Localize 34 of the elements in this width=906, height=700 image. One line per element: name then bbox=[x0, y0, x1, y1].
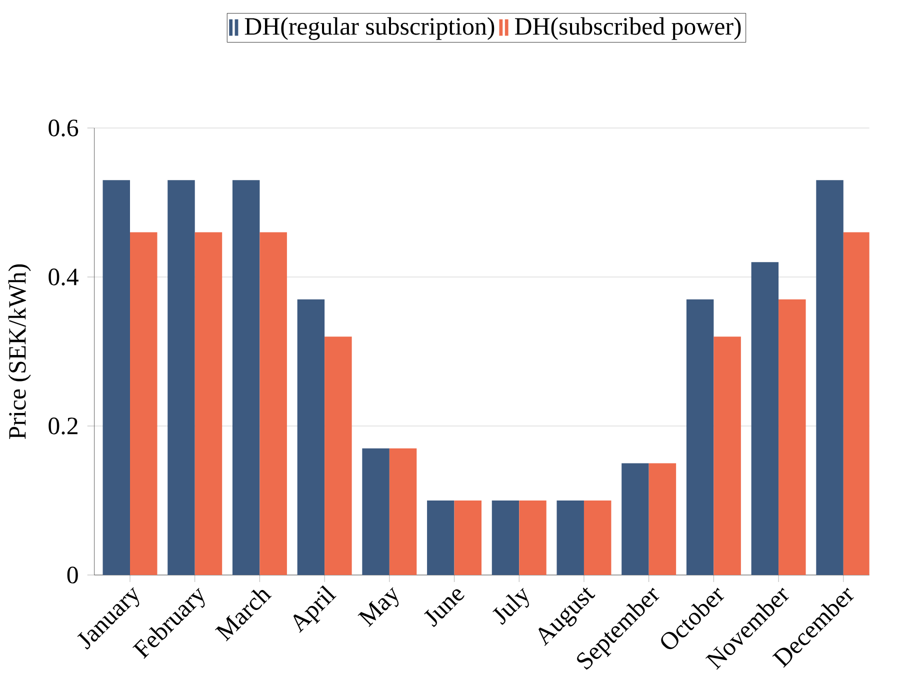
y-tick-label: 0.2 bbox=[48, 418, 78, 434]
bar bbox=[168, 180, 195, 575]
bar bbox=[454, 500, 482, 575]
bar bbox=[519, 500, 546, 575]
bar bbox=[816, 180, 844, 575]
bar bbox=[102, 180, 130, 575]
bar bbox=[324, 336, 352, 575]
bar bbox=[427, 500, 454, 575]
y-tick-label: 0 bbox=[67, 566, 78, 584]
bar bbox=[751, 262, 779, 575]
bar bbox=[648, 463, 676, 575]
y-tick-label: 0.6 bbox=[48, 120, 78, 136]
bar bbox=[130, 232, 158, 575]
y-tick-label: 0.4 bbox=[48, 268, 78, 286]
legend-label: DH(subscribed power) bbox=[515, 17, 741, 40]
bar bbox=[232, 180, 260, 575]
bar bbox=[297, 299, 325, 575]
bar bbox=[194, 232, 222, 575]
bar bbox=[389, 448, 417, 575]
bar bbox=[584, 500, 612, 575]
bar bbox=[260, 232, 287, 575]
x-tick-label: July bbox=[492, 588, 529, 625]
bar bbox=[556, 500, 584, 575]
y-axis-title: Price (SEK/kWh) bbox=[8, 264, 31, 439]
bar bbox=[714, 336, 741, 575]
x-tick-label: May bbox=[358, 587, 399, 627]
bar bbox=[843, 232, 870, 575]
legend-label: DH(regular subscription) bbox=[244, 17, 494, 40]
x-tick-label: June bbox=[424, 589, 464, 628]
bar bbox=[778, 299, 806, 575]
bar bbox=[622, 463, 649, 575]
bar bbox=[686, 299, 714, 575]
bar bbox=[362, 448, 390, 575]
bar bbox=[492, 500, 520, 575]
